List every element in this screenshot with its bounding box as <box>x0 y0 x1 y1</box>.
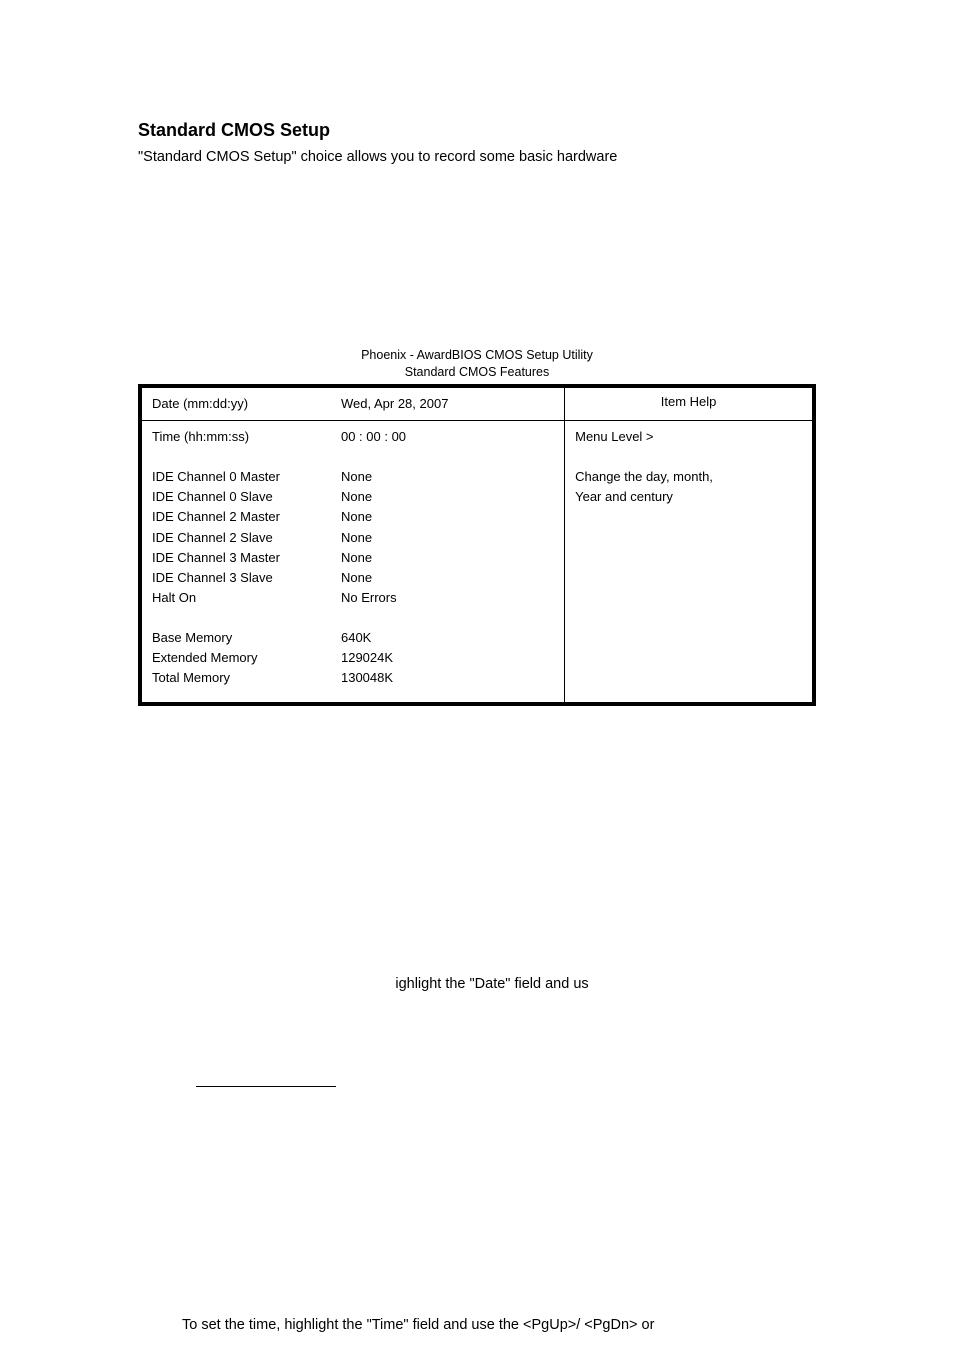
memory-value: 130048K <box>341 668 554 688</box>
row-value: None <box>341 467 554 487</box>
row-label: IDE Channel 2 Master <box>152 507 341 527</box>
row-label: IDE Channel 3 Master <box>152 548 341 568</box>
row-value: No Errors <box>341 588 554 608</box>
time-label: Time (hh:mm:ss) <box>152 427 341 447</box>
table-row[interactable]: IDE Channel 2 Slave None <box>152 528 554 548</box>
bios-body-right: Menu Level > Change the day, month, Year… <box>565 420 814 704</box>
bios-header: Phoenix - AwardBIOS CMOS Setup Utility S… <box>138 347 816 380</box>
intro-text: "Standard CMOS Setup" choice allows you … <box>138 147 816 167</box>
help-text-line1: Change the day, month, <box>575 467 802 487</box>
menu-level: Menu Level > <box>575 427 802 447</box>
row-label: IDE Channel 3 Slave <box>152 568 341 588</box>
memory-value: 129024K <box>341 648 554 668</box>
row-label: IDE Channel 0 Master <box>152 467 341 487</box>
table-row[interactable]: IDE Channel 2 Master None <box>152 507 554 527</box>
row-value: None <box>341 528 554 548</box>
item-help-header: Item Help <box>565 386 814 421</box>
table-row[interactable]: IDE Channel 0 Slave None <box>152 487 554 507</box>
row-value: None <box>341 568 554 588</box>
table-row[interactable]: IDE Channel 0 Master None <box>152 467 554 487</box>
bios-header-line1: Phoenix - AwardBIOS CMOS Setup Utility <box>361 348 593 362</box>
date-value[interactable]: Wed, Apr 28, 2007 <box>341 394 554 414</box>
time-value[interactable]: 00 : 00 : 00 <box>341 427 554 447</box>
row-value: None <box>341 487 554 507</box>
underline-divider <box>196 1086 336 1087</box>
bios-body-left: Time (hh:mm:ss) 00 : 00 : 00 IDE Channel… <box>140 420 565 704</box>
section-title: Standard CMOS Setup <box>138 120 816 141</box>
row-value: None <box>341 507 554 527</box>
bios-table: Date (mm:dd:yy) Wed, Apr 28, 2007 Item H… <box>138 384 816 707</box>
date-text-fragment: ighlight the "Date" field and us <box>138 976 816 992</box>
help-text-line2: Year and century <box>575 487 802 507</box>
table-row[interactable]: IDE Channel 3 Slave None <box>152 568 554 588</box>
table-row[interactable]: IDE Channel 3 Master None <box>152 548 554 568</box>
row-value: None <box>341 548 554 568</box>
row-label: IDE Channel 0 Slave <box>152 487 341 507</box>
bios-header-line2: Standard CMOS Features <box>405 365 550 379</box>
row-label: IDE Channel 2 Slave <box>152 528 341 548</box>
time-text: To set the time, highlight the "Time" fi… <box>138 1317 816 1333</box>
table-row: Total Memory 130048K <box>152 668 554 688</box>
bios-header-left: Date (mm:dd:yy) Wed, Apr 28, 2007 <box>140 386 565 421</box>
table-row: Extended Memory 129024K <box>152 648 554 668</box>
memory-value: 640K <box>341 628 554 648</box>
memory-label: Base Memory <box>152 628 341 648</box>
table-row[interactable]: Halt On No Errors <box>152 588 554 608</box>
memory-label: Extended Memory <box>152 648 341 668</box>
date-label: Date (mm:dd:yy) <box>152 394 341 414</box>
table-row: Base Memory 640K <box>152 628 554 648</box>
memory-label: Total Memory <box>152 668 341 688</box>
row-label: Halt On <box>152 588 341 608</box>
